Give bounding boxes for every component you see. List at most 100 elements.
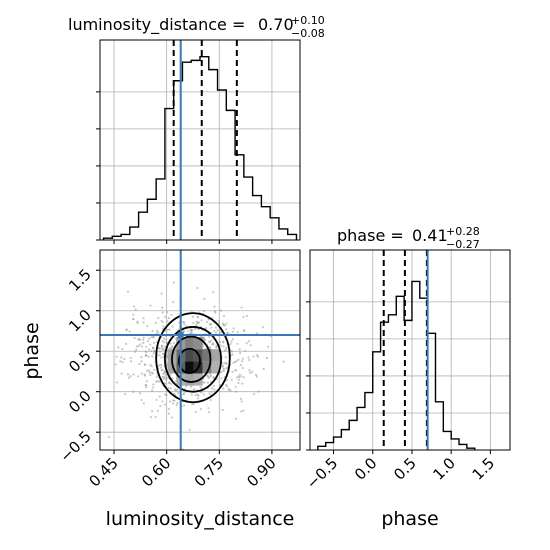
sample-point (172, 341, 176, 345)
sample-point (203, 381, 206, 384)
sample-point (193, 388, 196, 391)
sample-point (167, 386, 170, 390)
sample-point (177, 391, 180, 395)
sample-point (245, 314, 249, 318)
sample-point (159, 405, 162, 408)
sample-point (173, 399, 176, 402)
sample-point (225, 322, 228, 325)
sample-point (155, 376, 158, 379)
svg-text:+0.28: +0.28 (446, 225, 480, 238)
sample-point (240, 410, 243, 413)
density-cell (193, 337, 203, 350)
sample-point (152, 352, 155, 355)
sample-point (136, 375, 140, 378)
sample-point (199, 385, 202, 389)
sample-point (132, 313, 135, 316)
sample-point (169, 342, 172, 345)
sample-point (234, 369, 237, 372)
panel-frame (309, 249, 511, 451)
sample-point (142, 341, 145, 345)
sample-point (203, 297, 206, 300)
sample-point (149, 343, 152, 346)
sample-point (142, 338, 145, 342)
density-cell (211, 361, 221, 374)
sample-point (146, 340, 150, 343)
sample-point (151, 329, 154, 332)
sample-point (137, 338, 141, 341)
sample-point (207, 411, 211, 414)
sample-point (155, 329, 159, 332)
sample-point (107, 435, 110, 439)
panel-frame (99, 249, 301, 451)
sample-point (167, 316, 170, 320)
sample-point (121, 360, 124, 364)
sample-point (230, 350, 234, 353)
sample-point (158, 354, 161, 357)
sample-point (217, 322, 221, 325)
sample-point (145, 345, 148, 348)
sample-point (143, 373, 146, 376)
ylabel-phase: phase (21, 322, 43, 379)
sample-point (251, 370, 254, 373)
sample-point (148, 371, 151, 374)
sample-point (152, 368, 156, 371)
sample-point (146, 325, 149, 328)
sample-point (162, 325, 165, 328)
sample-point (114, 363, 117, 366)
sample-point (162, 352, 165, 356)
sample-point (209, 398, 213, 402)
y-tick-label: −0.5 (56, 427, 94, 465)
sample-point (223, 362, 226, 365)
sample-point (197, 394, 200, 397)
sample-point (241, 357, 244, 360)
sample-point (227, 331, 230, 335)
contour-line (171, 335, 212, 383)
sample-point (142, 321, 145, 324)
sample-point (170, 382, 173, 385)
sample-point (202, 309, 205, 313)
sample-point (167, 407, 170, 411)
sample-point (192, 402, 195, 406)
sample-point (195, 323, 198, 326)
sample-point (164, 338, 167, 341)
sample-point (120, 372, 123, 375)
title-phase: phase = 0.41 +0.28 −0.27 (337, 225, 480, 251)
x-tick-label: 0.45 (86, 454, 122, 490)
title-luminosity-distance: luminosity_distance = 0.70 +0.10 −0.08 (68, 14, 325, 40)
sample-point (182, 404, 186, 407)
sample-point (245, 342, 248, 345)
svg-text:−0.08: −0.08 (291, 27, 325, 40)
sample-point (150, 365, 153, 368)
svg-text:phase =: phase = (337, 226, 404, 245)
sample-point (147, 348, 151, 351)
sample-point (262, 367, 265, 371)
sample-point (238, 348, 241, 351)
sample-point (166, 328, 170, 331)
y-tick-label: 0.0 (65, 387, 95, 417)
sample-point (237, 375, 240, 378)
x-tick-label: 0.90 (243, 454, 279, 490)
sample-point (153, 350, 156, 353)
sample-point (247, 340, 251, 343)
sample-point (172, 301, 175, 304)
x-tick-label: 1.5 (469, 454, 499, 484)
sample-point (211, 387, 214, 390)
svg-text:luminosity_distance =: luminosity_distance = (68, 15, 245, 35)
truth-marker (177, 332, 184, 339)
sample-point (162, 372, 165, 375)
sample-point (169, 373, 172, 376)
sample-point (237, 378, 241, 381)
sample-point (161, 311, 164, 314)
sample-point (133, 350, 137, 353)
sample-point (238, 373, 241, 376)
contour-line (178, 347, 201, 374)
sample-point (195, 320, 198, 323)
sample-point (210, 343, 213, 346)
sample-point (128, 330, 131, 333)
xlabel-phase: phase (381, 508, 438, 530)
sample-point (196, 315, 199, 319)
sample-point (217, 320, 221, 323)
sample-point (253, 392, 256, 396)
sample-point (222, 345, 225, 348)
